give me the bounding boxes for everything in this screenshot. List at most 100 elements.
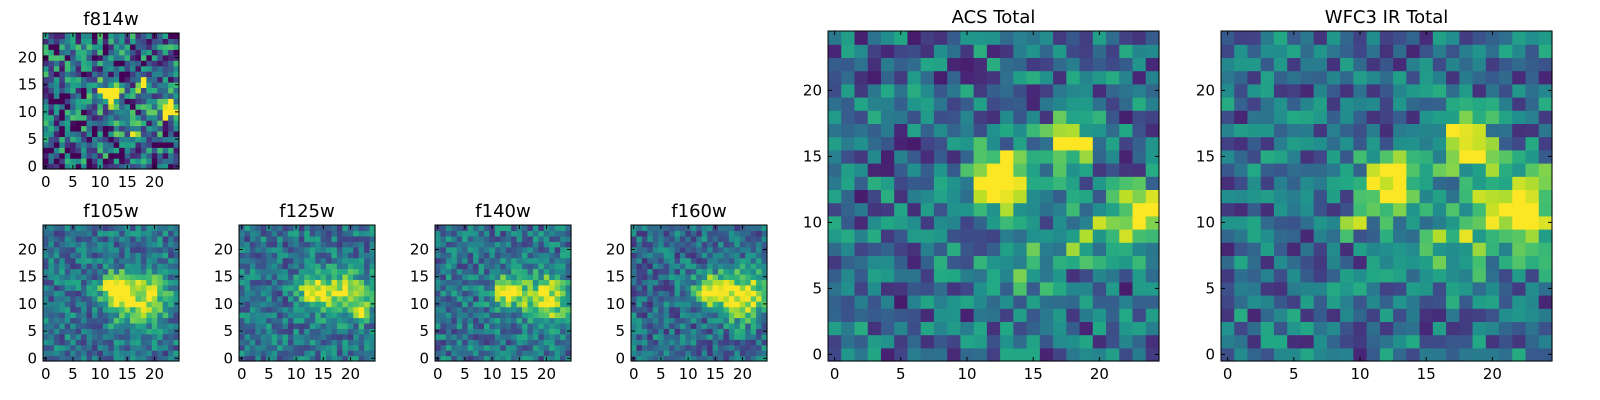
heatmap-cell bbox=[260, 328, 267, 335]
heatmap-cell bbox=[146, 60, 153, 67]
heatmap-cell bbox=[1039, 163, 1054, 177]
heatmap-cell bbox=[347, 350, 354, 357]
heatmap-cell bbox=[1353, 163, 1368, 177]
heatmap-cell bbox=[1260, 215, 1275, 230]
heatmap-cell bbox=[712, 312, 719, 319]
heatmap-cell bbox=[108, 328, 115, 335]
heatmap-cell bbox=[53, 120, 60, 127]
heatmap-cell bbox=[669, 246, 676, 253]
heatmap-cell bbox=[1499, 308, 1513, 322]
heatmap-cell bbox=[113, 263, 120, 270]
heatmap-cell bbox=[1247, 281, 1262, 296]
heatmap-cell bbox=[1472, 295, 1487, 309]
heatmap-cell bbox=[1525, 347, 1540, 362]
heatmap-cell bbox=[140, 136, 147, 143]
heatmap-cell bbox=[1459, 215, 1474, 230]
heatmap-cell bbox=[135, 152, 142, 159]
heatmap-cell bbox=[445, 225, 452, 232]
heatmap-cell bbox=[505, 284, 512, 291]
heatmap-cell bbox=[538, 241, 545, 248]
heatmap-cell bbox=[298, 290, 305, 297]
heatmap-cell bbox=[451, 355, 458, 362]
heatmap-cell bbox=[151, 268, 158, 275]
heatmap-cell bbox=[1538, 321, 1553, 336]
heatmap-cell bbox=[707, 284, 714, 291]
heatmap-cell bbox=[282, 235, 289, 242]
heatmap-cell bbox=[304, 279, 311, 286]
heatmap-cell bbox=[151, 158, 158, 165]
heatmap-cell bbox=[1013, 83, 1028, 98]
heatmap-cell bbox=[309, 241, 316, 248]
heatmap-cell bbox=[48, 252, 55, 259]
heatmap-cell bbox=[1079, 215, 1094, 230]
heatmap-cell bbox=[1432, 242, 1447, 256]
heatmap-cell bbox=[151, 301, 158, 308]
heatmap-cell bbox=[1066, 268, 1081, 283]
heatmap-cell bbox=[1512, 176, 1527, 190]
heatmap-cell bbox=[1039, 308, 1054, 322]
heatmap-cell bbox=[358, 328, 365, 335]
heatmap-cell bbox=[947, 334, 961, 349]
heatmap-cell bbox=[560, 333, 567, 340]
heatmap-cell bbox=[331, 306, 338, 313]
heatmap-cell bbox=[1287, 202, 1302, 217]
heatmap-cell bbox=[1132, 281, 1147, 296]
heatmap-cell bbox=[1039, 229, 1054, 243]
heatmap-cell bbox=[1092, 308, 1107, 322]
heatmap-cell bbox=[828, 321, 842, 336]
heatmap-cell bbox=[478, 317, 485, 324]
y-tick-label: 20 bbox=[18, 48, 37, 66]
heatmap-cell bbox=[157, 241, 164, 248]
heatmap-cell bbox=[854, 176, 869, 190]
heatmap-cell bbox=[1525, 281, 1540, 296]
heatmap-cell bbox=[549, 284, 556, 291]
heatmap-cell bbox=[1366, 70, 1381, 85]
heatmap-cell bbox=[244, 333, 251, 340]
heatmap-cell bbox=[543, 344, 550, 351]
heatmap-cell bbox=[135, 109, 142, 116]
heatmap-cell bbox=[326, 257, 333, 264]
heatmap-cell bbox=[244, 295, 251, 302]
heatmap-cell bbox=[1079, 83, 1094, 98]
heatmap-cell bbox=[81, 130, 88, 137]
heatmap-cell bbox=[483, 322, 490, 329]
heatmap-cell bbox=[1000, 295, 1014, 309]
heatmap-cell bbox=[960, 136, 975, 151]
heatmap-cell bbox=[728, 344, 735, 351]
heatmap-cell bbox=[113, 33, 120, 40]
heatmap-cell bbox=[102, 246, 109, 253]
heatmap-cell bbox=[157, 322, 164, 329]
heatmap-cell bbox=[880, 229, 895, 243]
heatmap-cell bbox=[1145, 215, 1160, 230]
heatmap-cell bbox=[1092, 70, 1107, 85]
heatmap-cell bbox=[1366, 189, 1381, 204]
heatmap-cell bbox=[1472, 136, 1487, 151]
heatmap-cell bbox=[1366, 110, 1381, 124]
heatmap-cell bbox=[53, 355, 60, 362]
heatmap-cell bbox=[1419, 163, 1434, 177]
heatmap-cell bbox=[483, 355, 490, 362]
heatmap-cell bbox=[151, 317, 158, 324]
heatmap-cell bbox=[135, 344, 142, 351]
heatmap-cell bbox=[266, 317, 273, 324]
heatmap-cell bbox=[124, 65, 131, 72]
heatmap-cell bbox=[304, 306, 311, 313]
heatmap-cell bbox=[249, 257, 256, 264]
heatmap-cell bbox=[631, 235, 638, 242]
heatmap-cell bbox=[146, 333, 153, 340]
heatmap-cell bbox=[532, 339, 539, 346]
heatmap-cell bbox=[739, 339, 746, 346]
heatmap-cell bbox=[707, 279, 714, 286]
heatmap-cell bbox=[641, 333, 648, 340]
heatmap-cell bbox=[867, 215, 882, 230]
heatmap-cell bbox=[1393, 163, 1407, 177]
heatmap-cell bbox=[1340, 83, 1354, 98]
heatmap-cell bbox=[97, 350, 104, 357]
heatmap-cell bbox=[157, 147, 164, 154]
heatmap-cell bbox=[451, 257, 458, 264]
heatmap-cell bbox=[494, 355, 501, 362]
heatmap-cell bbox=[86, 355, 93, 362]
heatmap-cell bbox=[97, 295, 104, 302]
heatmap-cell bbox=[854, 295, 869, 309]
heatmap-cell bbox=[151, 120, 158, 127]
